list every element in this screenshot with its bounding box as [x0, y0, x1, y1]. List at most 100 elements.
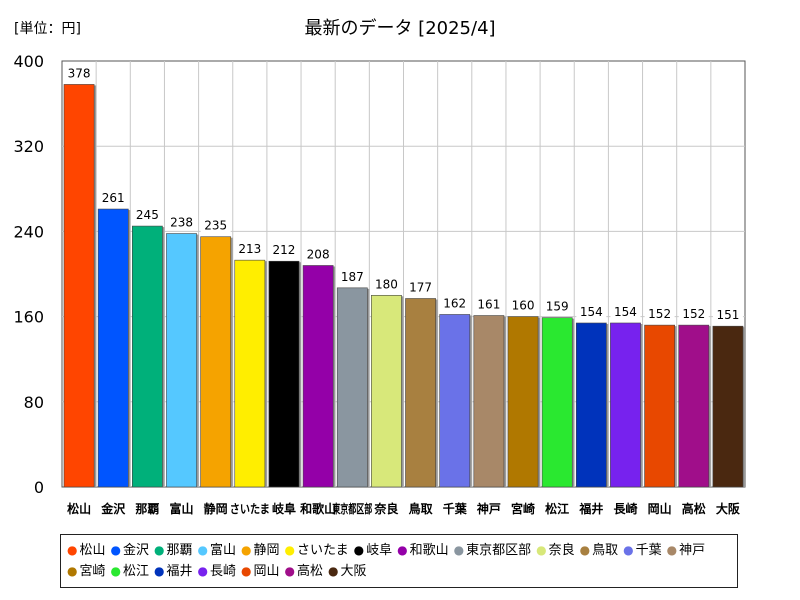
legend-label: 東京都区部: [466, 543, 532, 558]
bar: [678, 324, 710, 488]
bar: [268, 260, 300, 488]
unit-label: [単位：円]: [14, 21, 81, 37]
x-tick-label: 那覇: [135, 502, 159, 516]
value-label: 245: [136, 208, 159, 222]
legend-item: ● 長崎: [198, 561, 237, 582]
value-label: 212: [273, 243, 296, 257]
legend-marker-icon: ●: [284, 564, 295, 578]
legend-marker-icon: ●: [328, 564, 339, 578]
legend-label: 松江: [122, 564, 149, 579]
legend-label: 金沢: [122, 543, 149, 558]
value-label: 162: [443, 296, 466, 310]
bar: [405, 298, 436, 488]
x-tick-label: 和歌山: [299, 501, 336, 516]
legend-label: 岐阜: [366, 543, 393, 558]
legend-marker-icon: ●: [241, 543, 252, 557]
x-tick-label: 千葉: [443, 501, 468, 516]
value-label: 160: [512, 299, 535, 313]
bar: [712, 325, 744, 488]
x-tick-label: さいたま: [230, 502, 270, 516]
x-tick-label: 岐阜: [272, 501, 296, 516]
value-label-bg: [166, 213, 197, 230]
y-tick-label: 0: [34, 478, 44, 497]
value-label: 213: [238, 242, 261, 256]
legend-marker-icon: ●: [110, 564, 121, 578]
value-label: 378: [68, 66, 91, 80]
legend-item: ● 岡山: [241, 561, 280, 582]
x-tick-label: 宮崎: [511, 501, 535, 516]
legend-label: 松山: [79, 543, 106, 558]
value-label: 152: [648, 307, 671, 321]
value-label-bg: [64, 64, 95, 81]
legend-marker-icon: ●: [453, 543, 465, 557]
legend-marker-icon: ●: [197, 543, 208, 557]
legend-label: 大阪: [340, 564, 367, 579]
bar: [439, 314, 471, 488]
bar: [507, 316, 539, 488]
value-label-bg: [303, 245, 334, 262]
value-label: 261: [102, 191, 125, 205]
value-label: 177: [409, 280, 432, 294]
x-tick-label: 長崎: [613, 501, 637, 516]
bar: [63, 84, 95, 488]
bar: [166, 233, 197, 488]
y-tick-label: 160: [13, 308, 44, 327]
legend-marker-icon: ●: [67, 564, 78, 578]
bar: [371, 294, 402, 488]
legend-label: 福井: [166, 564, 193, 579]
legend-marker-icon: ●: [154, 543, 165, 557]
value-label-bg: [405, 278, 436, 295]
value-label: 159: [546, 300, 569, 314]
legend-item: ● 静岡: [241, 540, 280, 561]
bar: [575, 322, 607, 488]
legend-label: 静岡: [253, 543, 280, 558]
legend-label: 和歌山: [409, 543, 449, 558]
value-label: 235: [204, 219, 227, 233]
legend-label: 那覇: [166, 543, 193, 558]
legend-item: ● 奈良: [536, 540, 575, 561]
value-label-bg: [234, 240, 265, 257]
legend-label: 宮崎: [79, 564, 106, 579]
legend-item: ● さいたま: [285, 540, 349, 561]
x-tick-label: 金沢: [100, 501, 126, 516]
value-label: 154: [580, 305, 603, 319]
legend-item: ● 金沢: [111, 540, 150, 561]
x-tick-label: 静岡: [204, 501, 228, 516]
value-label-bg: [542, 297, 573, 314]
bar: [97, 208, 129, 488]
value-label: 152: [682, 307, 705, 321]
value-label: 187: [341, 270, 364, 284]
legend-item: ● 福井: [154, 561, 193, 582]
legend-label: 岡山: [253, 564, 280, 579]
legend-item: ● 松江: [111, 561, 150, 582]
bar-chart: 0 80 160 240 320 400 378 松山 261 金沢 245 那覇 238 富山 235 静岡…: [13, 52, 746, 516]
legend-item: ● 東京都区部: [454, 540, 532, 561]
bar: [302, 265, 334, 488]
x-tick-label: 高松: [682, 501, 706, 516]
bar: [200, 236, 232, 488]
legend-marker-icon: ●: [110, 543, 121, 557]
legend-item: ● 千葉: [623, 540, 662, 561]
legend-item: ● 宮崎: [67, 561, 106, 582]
legend-marker-icon: ●: [536, 543, 547, 557]
value-label-bg: [576, 302, 607, 319]
value-label-bg: [132, 206, 163, 223]
x-tick-label: 神戸: [477, 501, 501, 516]
value-label-bg: [439, 294, 470, 311]
legend-item: ● 高松: [285, 561, 324, 582]
legend-item: ● 富山: [198, 540, 237, 561]
legend-marker-icon: ●: [197, 564, 208, 578]
value-label-bg: [644, 305, 675, 322]
legend-label: 高松: [296, 564, 323, 579]
legend-item: ● 和歌山: [397, 540, 449, 561]
y-tick-label: 240: [13, 222, 44, 241]
legend-marker-icon: ●: [284, 543, 295, 557]
value-label-bg: [712, 306, 743, 323]
value-label-bg: [610, 302, 641, 319]
value-label-bg: [98, 189, 129, 206]
chart-title: 最新のデータ [2025/4]: [304, 18, 496, 39]
value-label: 180: [375, 277, 398, 291]
value-label-bg: [473, 295, 504, 312]
legend-marker-icon: ●: [353, 543, 365, 557]
legend-item: ● 神戸: [667, 540, 706, 561]
